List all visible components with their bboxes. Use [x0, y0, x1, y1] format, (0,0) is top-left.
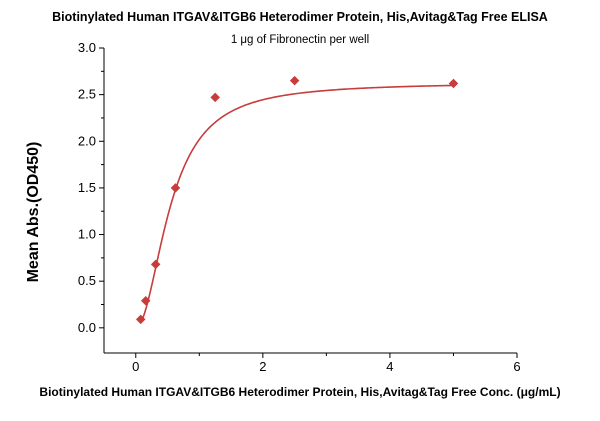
data-point — [170, 183, 181, 193]
fit-curve-group — [139, 84, 454, 324]
y-axis-label: Mean Abs.(OD450) — [25, 142, 42, 283]
x-tick-label: 6 — [513, 359, 520, 374]
data-point — [210, 92, 221, 103]
y-tick-label: 2.5 — [78, 87, 96, 102]
x-tick-label: 2 — [259, 359, 266, 374]
x-tick-label: 0 — [132, 359, 139, 374]
chart-title: Biotinylated Human ITGAV&ITGB6 Heterodim… — [52, 10, 548, 24]
x-axis-label: Biotinylated Human ITGAV&ITGB6 Heterodim… — [39, 385, 561, 399]
data-point — [135, 314, 146, 325]
chart-subtitle: 1 μg of Fibronectin per well — [230, 34, 370, 46]
y-tick-label: 1.5 — [78, 180, 96, 195]
data-point — [289, 75, 300, 86]
y-tick-label: 2.0 — [78, 133, 96, 148]
y-tick-label: 3.0 — [78, 40, 96, 55]
x-tick-label: 4 — [386, 359, 393, 374]
y-tick-label: 0.5 — [78, 273, 96, 288]
data-point — [448, 78, 459, 89]
y-tick-label: 1.0 — [78, 227, 96, 242]
data-point — [140, 295, 151, 306]
data-point — [150, 259, 161, 270]
fit-curve — [139, 84, 454, 324]
axes: 0.0 0.5 1.0 1.5 2.0 2.5 3.0 0 2 4 6 — [78, 40, 521, 374]
data-points — [135, 75, 459, 325]
y-tick-label: 0.0 — [78, 320, 96, 335]
